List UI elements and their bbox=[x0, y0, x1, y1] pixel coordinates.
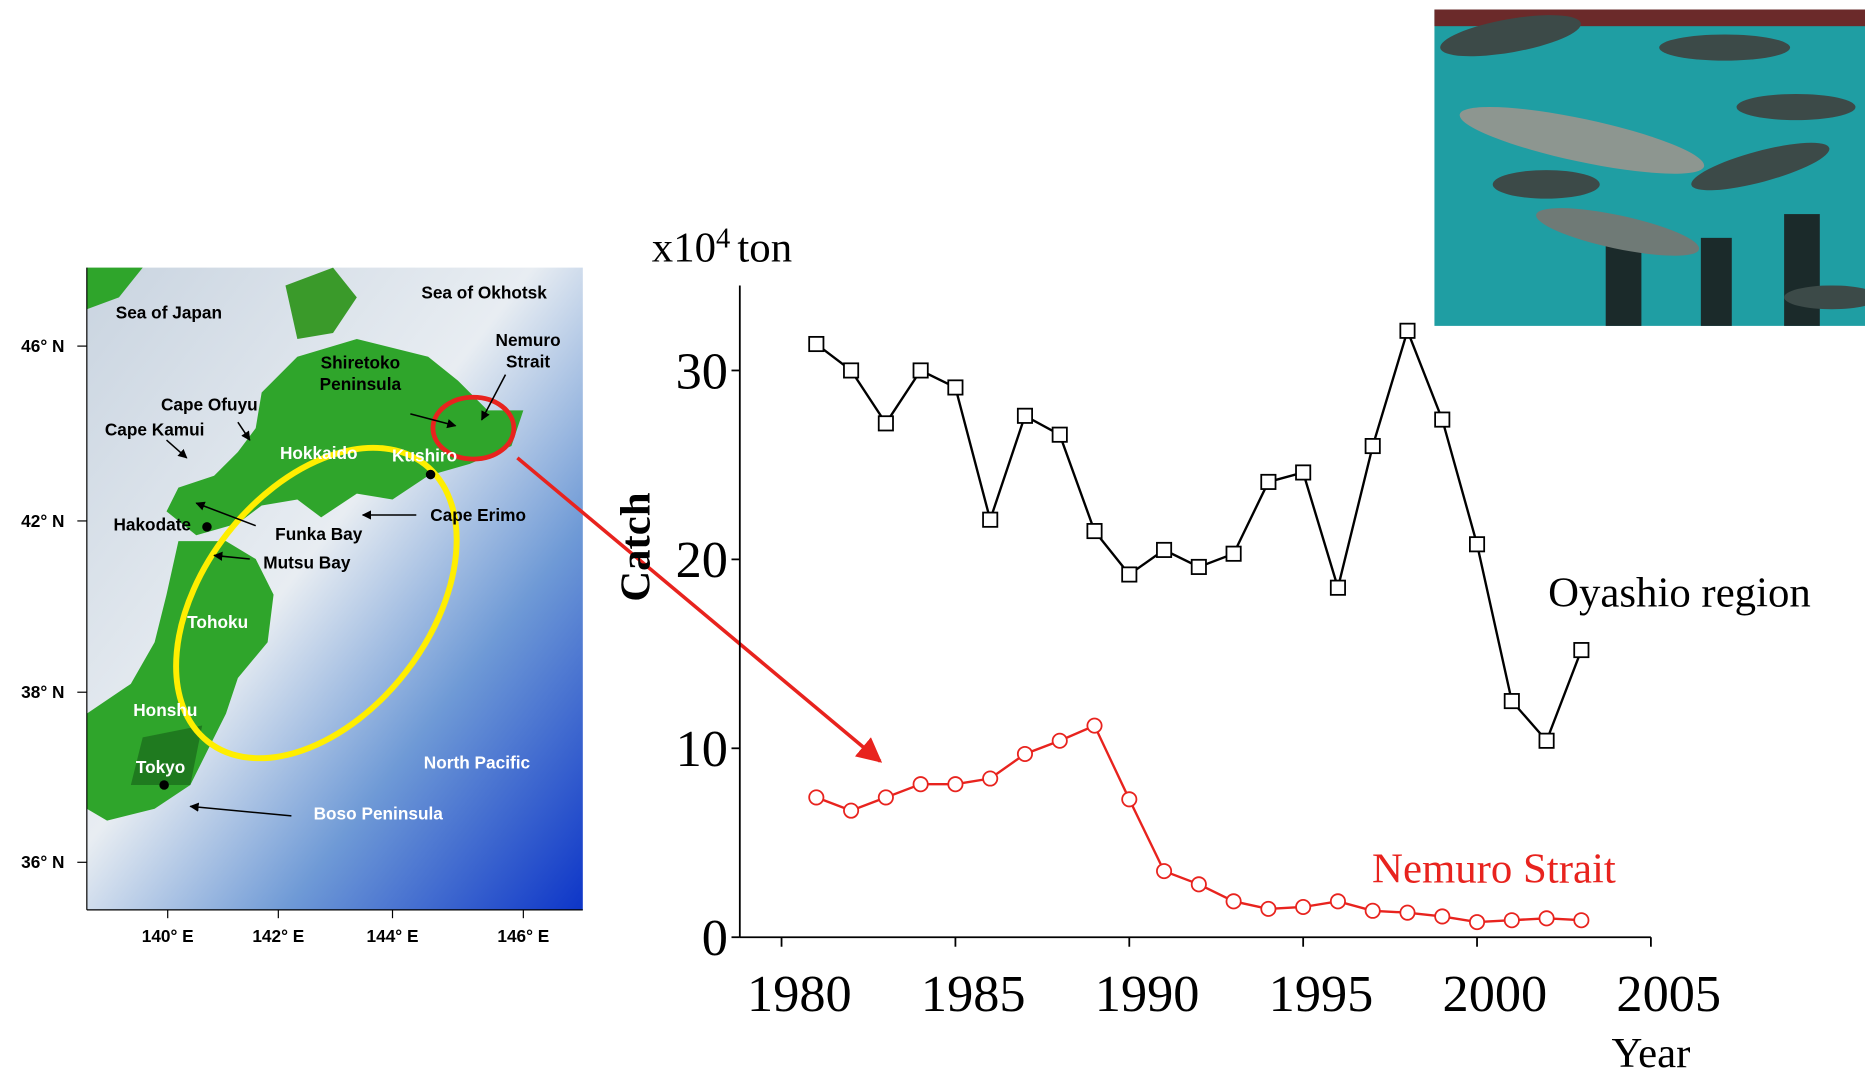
point bbox=[1018, 409, 1032, 423]
point bbox=[1192, 877, 1206, 891]
map-label: Strait bbox=[506, 352, 550, 372]
point bbox=[1574, 913, 1588, 927]
x-tick-label: 2005 bbox=[1616, 965, 1721, 1023]
point bbox=[914, 363, 928, 377]
lon-label: 144° E bbox=[367, 926, 419, 946]
map-label: Mutsu Bay bbox=[263, 553, 351, 573]
x-axis-label: Year bbox=[1611, 1030, 1690, 1074]
point bbox=[844, 804, 858, 818]
map-label: Sea of Japan bbox=[116, 303, 222, 323]
y-tick-label: 10 bbox=[676, 720, 728, 778]
x-tick-label: 1985 bbox=[921, 965, 1026, 1023]
point bbox=[1505, 913, 1519, 927]
point bbox=[1192, 560, 1206, 574]
figure: 46° N 42° N 38° N 36° N 140° E 142° E 144° E 14… bbox=[0, 0, 1865, 1074]
point bbox=[1087, 718, 1101, 732]
point bbox=[1574, 643, 1588, 657]
point bbox=[983, 513, 997, 527]
map-label: Shiretoko bbox=[321, 353, 400, 373]
fish-photo bbox=[1434, 7, 1865, 326]
point bbox=[1018, 747, 1032, 761]
point bbox=[1122, 567, 1136, 581]
point bbox=[1400, 906, 1414, 920]
map-label: Sea of Okhotsk bbox=[421, 283, 547, 303]
point bbox=[914, 777, 928, 791]
point bbox=[1331, 894, 1345, 908]
y-tick-label: 20 bbox=[676, 531, 728, 589]
point bbox=[809, 790, 823, 804]
series-label: Oyashio region bbox=[1548, 570, 1811, 617]
point bbox=[1226, 547, 1240, 561]
y-tick-label: 0 bbox=[702, 909, 728, 967]
point bbox=[1470, 537, 1484, 551]
map-label: Hakodate bbox=[113, 514, 191, 534]
series-line bbox=[816, 726, 1581, 922]
x-tick-label: 1980 bbox=[747, 965, 852, 1023]
lon-label: 142° E bbox=[252, 926, 304, 946]
point bbox=[1331, 581, 1345, 595]
point bbox=[1087, 524, 1101, 538]
page: 46° N 42° N 38° N 36° N 140° E 142° E 144° E 14… bbox=[0, 0, 1865, 1074]
point bbox=[809, 337, 823, 351]
x-tick-label: 1995 bbox=[1269, 965, 1374, 1023]
y-axis-label: Catch bbox=[612, 492, 659, 602]
map-label: Nemuro bbox=[496, 330, 561, 350]
point bbox=[948, 380, 962, 394]
point bbox=[1053, 734, 1067, 748]
lat-label: 38° N bbox=[21, 682, 64, 702]
point bbox=[1435, 909, 1449, 923]
point bbox=[1366, 904, 1380, 918]
map-label: Funka Bay bbox=[275, 524, 363, 544]
lat-label: 42° N bbox=[21, 511, 64, 531]
map-label: Cape Kamui bbox=[105, 419, 205, 439]
point bbox=[879, 416, 893, 430]
point bbox=[1157, 543, 1171, 557]
map: 46° N 42° N 38° N 36° N 140° E 142° E 144° E 14… bbox=[21, 268, 880, 946]
lon-label: 146° E bbox=[497, 926, 549, 946]
point bbox=[1122, 792, 1136, 806]
map-label: Cape Ofuyu bbox=[161, 394, 258, 414]
map-label: Tokyo bbox=[136, 757, 185, 777]
point bbox=[1539, 911, 1553, 925]
map-label: Cape Erimo bbox=[430, 505, 526, 525]
point bbox=[1226, 894, 1240, 908]
map-label: Tohoku bbox=[187, 612, 248, 632]
x-tick-label: 2000 bbox=[1443, 965, 1548, 1023]
lat-label: 46° N bbox=[21, 336, 64, 356]
y-unit-exp: 4 bbox=[716, 223, 730, 254]
point bbox=[1366, 439, 1380, 453]
map-label: Honshu bbox=[133, 700, 197, 720]
map-label: Peninsula bbox=[320, 374, 402, 394]
point bbox=[1053, 428, 1067, 442]
series-label: Nemuro Strait bbox=[1372, 846, 1616, 893]
point bbox=[1539, 734, 1553, 748]
point bbox=[1261, 475, 1275, 489]
point bbox=[983, 771, 997, 785]
point bbox=[1157, 864, 1171, 878]
map-label: North Pacific bbox=[424, 752, 531, 772]
point bbox=[1505, 694, 1519, 708]
series-line bbox=[816, 331, 1581, 741]
point bbox=[1296, 900, 1310, 914]
y-tick-label: 30 bbox=[676, 342, 728, 400]
point bbox=[844, 363, 858, 377]
point bbox=[1400, 324, 1414, 338]
y-unit-base: x10 bbox=[652, 225, 716, 272]
x-tick-label: 1990 bbox=[1095, 965, 1200, 1023]
lon-label: 140° E bbox=[142, 926, 194, 946]
point bbox=[948, 777, 962, 791]
point bbox=[1435, 412, 1449, 426]
point bbox=[1470, 915, 1484, 929]
point bbox=[1261, 902, 1275, 916]
map-label: Hokkaido bbox=[280, 443, 358, 463]
point bbox=[1296, 465, 1310, 479]
y-unit-text: ton bbox=[737, 225, 792, 272]
point bbox=[879, 790, 893, 804]
lat-label: 36° N bbox=[21, 852, 64, 872]
map-label: Kushiro bbox=[392, 445, 457, 465]
map-label: Boso Peninsula bbox=[314, 803, 444, 823]
